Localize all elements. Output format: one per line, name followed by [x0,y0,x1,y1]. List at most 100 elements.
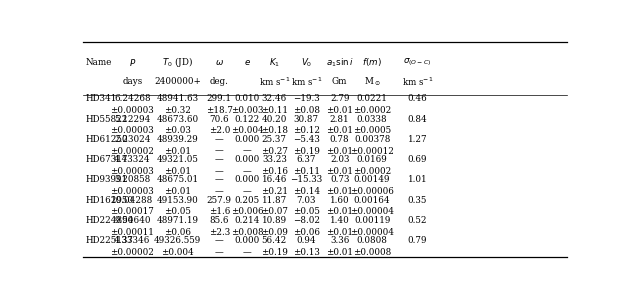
Text: ±0.00004: ±0.00004 [350,207,394,216]
Text: 0.79: 0.79 [408,236,427,245]
Text: ±0.12: ±0.12 [293,126,320,135]
Text: $\omega$: $\omega$ [215,58,224,67]
Text: 48675.01: 48675.01 [157,176,198,184]
Text: km s$^{-1}$: km s$^{-1}$ [401,76,433,88]
Text: Gm: Gm [332,77,347,86]
Text: ±0.01: ±0.01 [326,167,353,176]
Text: ±0.14: ±0.14 [293,187,320,196]
Text: ±0.19: ±0.19 [293,147,320,156]
Text: ±0.01: ±0.01 [326,228,353,237]
Text: ±0.01: ±0.01 [326,147,353,156]
Text: 0.010: 0.010 [235,94,260,103]
Text: ±0.00003: ±0.00003 [110,187,154,196]
Text: ±2.3: ±2.3 [209,228,230,237]
Text: ±0.0005: ±0.0005 [353,126,391,135]
Text: −8.02: −8.02 [293,216,320,225]
Text: —: — [215,236,224,245]
Text: ±0.00003: ±0.00003 [110,167,154,176]
Text: 2.81: 2.81 [330,115,349,123]
Text: 0.0338: 0.0338 [357,115,387,123]
Text: 0.84: 0.84 [408,115,427,123]
Text: ±18.7: ±18.7 [206,106,233,115]
Text: ±0.07: ±0.07 [261,207,288,216]
Text: ±0.32: ±0.32 [164,106,191,115]
Text: —: — [243,147,252,156]
Text: 6.37: 6.37 [297,155,316,164]
Text: 1.27: 1.27 [408,135,427,144]
Text: ±0.0002: ±0.0002 [353,167,391,176]
Text: —: — [243,248,252,257]
Text: km s$^{-1}$: km s$^{-1}$ [259,76,290,88]
Text: 0.122: 0.122 [235,115,260,123]
Text: km s$^{-1}$: km s$^{-1}$ [290,76,322,88]
Text: 0.000: 0.000 [235,176,260,184]
Text: days: days [122,77,143,86]
Text: 9.54640: 9.54640 [114,216,150,225]
Text: 2.03: 2.03 [330,155,349,164]
Text: ±0.00006: ±0.00006 [350,187,394,196]
Text: 4.43324: 4.43324 [114,155,151,164]
Text: deg.: deg. [210,77,229,86]
Text: ±0.08: ±0.08 [293,106,320,115]
Text: $P$: $P$ [129,57,136,68]
Text: 48673.60: 48673.60 [157,115,198,123]
Text: $f(m)$: $f(m)$ [362,56,382,69]
Text: 2.79: 2.79 [330,94,349,103]
Text: ±0.11: ±0.11 [293,167,320,176]
Text: ±0.01: ±0.01 [326,106,353,115]
Text: $a_1 \sin i$: $a_1 \sin i$ [326,56,354,69]
Text: 0.00149: 0.00149 [354,176,391,184]
Text: 11.87: 11.87 [262,196,287,205]
Text: 0.0221: 0.0221 [357,94,387,103]
Text: 0.94: 0.94 [297,236,316,245]
Text: 5.12294: 5.12294 [114,115,150,123]
Text: —: — [215,147,224,156]
Text: ±0.05: ±0.05 [293,207,320,216]
Text: 48939.29: 48939.29 [157,135,198,144]
Text: 85.6: 85.6 [209,216,229,225]
Text: 0.52: 0.52 [408,216,427,225]
Text: 16.46: 16.46 [262,176,287,184]
Text: ±0.00002: ±0.00002 [110,248,154,257]
Text: —: — [215,155,224,164]
Text: 56.42: 56.42 [262,236,287,245]
Text: ±0.0008: ±0.0008 [353,248,391,257]
Text: 3.36: 3.36 [330,236,349,245]
Text: 0.000: 0.000 [235,135,260,144]
Text: ±0.19: ±0.19 [261,248,288,257]
Text: ±0.004: ±0.004 [231,126,264,135]
Text: 1.01: 1.01 [408,176,427,184]
Text: ±0.27: ±0.27 [261,147,288,156]
Text: 70.6: 70.6 [209,115,229,123]
Text: 0.73: 0.73 [330,176,349,184]
Text: HD55822: HD55822 [85,115,127,123]
Text: ±0.01: ±0.01 [326,207,353,216]
Text: HD341: HD341 [85,94,117,103]
Text: 32.46: 32.46 [262,94,287,103]
Text: $e$: $e$ [244,58,251,67]
Text: ±0.00012: ±0.00012 [350,147,394,156]
Text: ±0.01: ±0.01 [326,248,353,257]
Text: 0.000: 0.000 [235,236,260,245]
Text: ±0.01: ±0.01 [164,167,191,176]
Text: ±0.00003: ±0.00003 [110,126,154,135]
Text: ±0.00003: ±0.00003 [110,106,154,115]
Text: 0.000: 0.000 [235,155,260,164]
Text: 0.0169: 0.0169 [357,155,387,164]
Text: −19.3: −19.3 [293,94,320,103]
Text: —: — [243,187,252,196]
Text: 0.78: 0.78 [330,135,349,144]
Text: 40.20: 40.20 [262,115,287,123]
Text: 48941.63: 48941.63 [157,94,198,103]
Text: 49326.559: 49326.559 [154,236,201,245]
Text: —: — [243,167,252,176]
Text: —: — [215,167,224,176]
Text: 30.87: 30.87 [294,115,319,123]
Text: ±0.006: ±0.006 [231,207,264,216]
Text: HD67317: HD67317 [85,155,127,164]
Text: ±0.16: ±0.16 [261,167,288,176]
Text: ±0.00004: ±0.00004 [350,228,394,237]
Text: M$_\odot$: M$_\odot$ [364,76,380,88]
Text: 3.20858: 3.20858 [114,176,150,184]
Text: $V_0$: $V_0$ [301,56,312,69]
